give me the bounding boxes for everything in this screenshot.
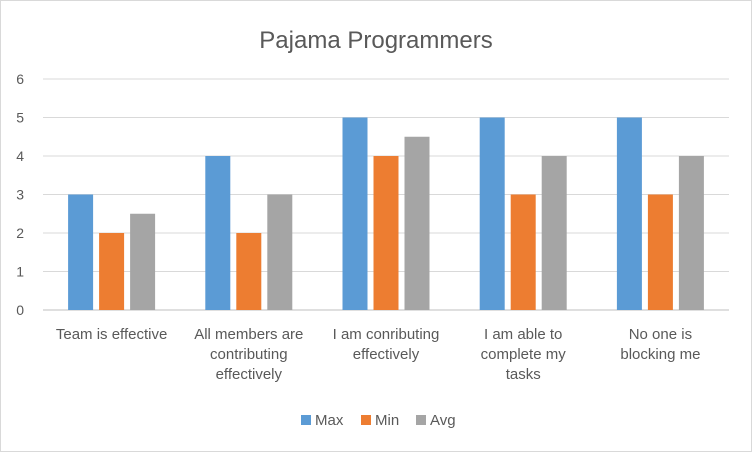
bar-avg (267, 194, 293, 310)
y-tick-label: 3 (16, 187, 24, 203)
bar-max (205, 156, 231, 310)
x-category-label: I am able to complete my tasks (481, 326, 567, 383)
bar-avg (678, 156, 704, 310)
x-category-label: I am conributing effectively (333, 326, 440, 363)
y-tick-label: 4 (16, 148, 24, 164)
legend-label-avg: Avg (430, 412, 456, 429)
x-category-label: All members are contributing effectively (194, 326, 303, 383)
y-tick-label: 5 (16, 110, 24, 126)
legend-label-min: Min (375, 412, 399, 429)
y-tick-label: 1 (16, 264, 24, 280)
legend-label-max: Max (315, 412, 344, 429)
bar-max (479, 117, 505, 310)
bar-max (68, 194, 94, 310)
x-category-label: Team is effective (56, 326, 167, 343)
bars (68, 117, 704, 310)
bar-min (236, 233, 262, 310)
y-tick-label: 2 (16, 225, 24, 241)
bar-min (510, 194, 536, 310)
bar-min (99, 233, 125, 310)
bar-avg (404, 136, 430, 310)
bar-max (342, 117, 368, 310)
legend: Max Min Avg (301, 412, 456, 429)
legend-swatch-max (301, 415, 311, 425)
y-axis-ticks: 0 1 2 3 4 5 6 (16, 71, 24, 318)
bar-avg (130, 213, 156, 310)
legend-swatch-min (361, 415, 371, 425)
bar-max (616, 117, 642, 310)
chart-title: Pajama Programmers (259, 27, 492, 54)
legend-swatch-avg (416, 415, 426, 425)
x-axis-categories: Team is effective All members are contribu… (56, 326, 701, 383)
x-category-label: No one is blocking me (620, 326, 700, 363)
bar-avg (541, 156, 567, 310)
y-tick-label: 6 (16, 71, 24, 87)
y-tick-label: 0 (16, 302, 24, 318)
bar-min (647, 194, 673, 310)
bar-min (373, 156, 399, 310)
